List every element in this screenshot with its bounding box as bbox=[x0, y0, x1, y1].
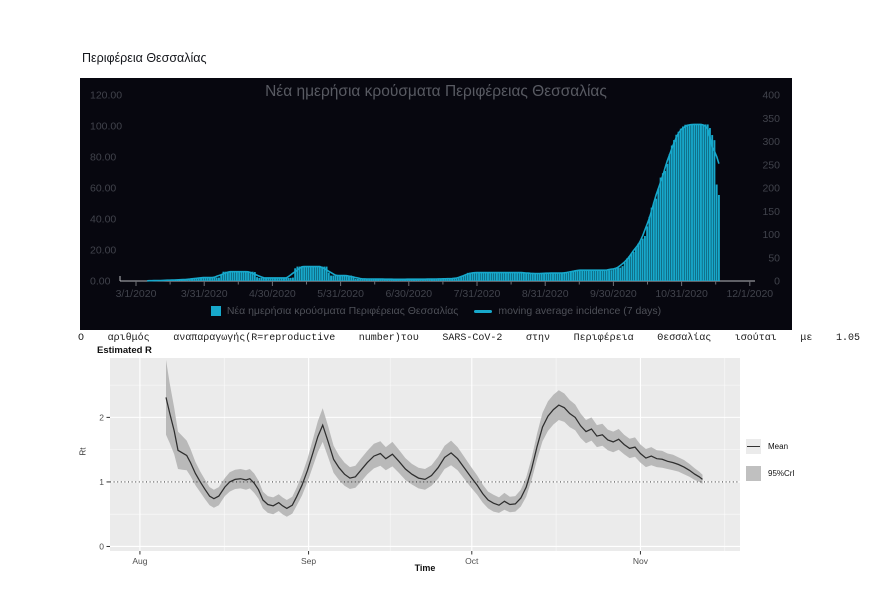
svg-text:100.00: 100.00 bbox=[90, 121, 122, 133]
svg-text:60.00: 60.00 bbox=[90, 183, 116, 195]
svg-text:3/1/2020: 3/1/2020 bbox=[116, 288, 157, 300]
x-axis-label: Time bbox=[414, 563, 436, 573]
svg-text:2: 2 bbox=[99, 412, 104, 422]
svg-text:Aug: Aug bbox=[132, 556, 147, 566]
svg-text:Oct: Oct bbox=[465, 556, 479, 566]
svg-text:1: 1 bbox=[99, 477, 104, 487]
svg-text:20.00: 20.00 bbox=[90, 245, 116, 257]
page-title: Περιφέρεια Θεσσαλίας bbox=[82, 51, 207, 65]
mean-legend-label: Mean bbox=[768, 442, 789, 451]
svg-text:50: 50 bbox=[768, 252, 780, 264]
line-series-swatch-icon bbox=[474, 309, 493, 313]
svg-text:4/30/2020: 4/30/2020 bbox=[249, 288, 296, 300]
svg-text:250: 250 bbox=[762, 159, 780, 171]
svg-text:7/31/2020: 7/31/2020 bbox=[454, 288, 501, 300]
svg-text:6/30/2020: 6/30/2020 bbox=[385, 288, 432, 300]
svg-text:0: 0 bbox=[99, 541, 104, 551]
svg-text:Nov: Nov bbox=[633, 556, 649, 566]
legend-item-mean: Mean bbox=[746, 433, 795, 460]
estimated-r-chart: Aug Sep Oct Nov 0 1 2 Estimated R Rt Time Mean… bbox=[78, 345, 872, 578]
svg-text:12/1/2020: 12/1/2020 bbox=[726, 288, 773, 300]
svg-text:0.00: 0.00 bbox=[90, 276, 111, 288]
y-axis-label: Rt bbox=[78, 447, 88, 456]
svg-text:300: 300 bbox=[762, 136, 780, 148]
svg-text:100: 100 bbox=[762, 229, 780, 241]
svg-text:350: 350 bbox=[762, 113, 780, 125]
incidence-chart-title: Νέα ημερήσια κρούσματα Περιφέρειας Θεσσα… bbox=[265, 83, 607, 100]
svg-text:10/31/2020: 10/31/2020 bbox=[655, 288, 708, 300]
svg-text:120.00: 120.00 bbox=[90, 90, 122, 102]
incidence-chart-canvas: 3/1/2020 3/31/2020 4/30/2020 5/31/2020 6/30/… bbox=[90, 90, 780, 301]
svg-text:0: 0 bbox=[774, 276, 780, 288]
bar-series-label: Νέα ημερήσια κρούσματα Περιφέρειας Θεσσα… bbox=[226, 305, 459, 317]
bar-series-swatch-icon bbox=[210, 306, 221, 316]
svg-text:9/30/2020: 9/30/2020 bbox=[590, 288, 637, 300]
line-series-label: moving average incidence (7 days) bbox=[498, 305, 662, 317]
estimated-r-legend: Mean 95%CrI bbox=[746, 433, 795, 487]
incidence-chart: 3/1/2020 3/31/2020 4/30/2020 5/31/2020 6/30/… bbox=[80, 78, 792, 330]
estimated-r-canvas: Aug Sep Oct Nov 0 1 2 bbox=[99, 358, 740, 566]
ci-legend-label: 95%CrI bbox=[768, 469, 795, 478]
svg-text:40.00: 40.00 bbox=[90, 214, 116, 226]
incidence-chart-legend: Νέα ημερήσια κρούσματα Περιφέρειας Θεσσα… bbox=[80, 305, 792, 317]
ci-ribbon-key-icon bbox=[746, 466, 761, 481]
svg-text:80.00: 80.00 bbox=[90, 152, 116, 164]
svg-text:150: 150 bbox=[762, 206, 780, 218]
svg-text:400: 400 bbox=[762, 90, 780, 102]
svg-text:Sep: Sep bbox=[301, 556, 316, 566]
mean-line-key-icon bbox=[746, 439, 761, 454]
svg-text:3/31/2020: 3/31/2020 bbox=[181, 288, 228, 300]
svg-text:8/31/2020: 8/31/2020 bbox=[522, 288, 569, 300]
legend-item-ci: 95%CrI bbox=[746, 460, 795, 487]
svg-text:5/31/2020: 5/31/2020 bbox=[317, 288, 364, 300]
r-number-text: Ο αριθμός αναπαραγωγής(R=reproductive nu… bbox=[78, 333, 860, 344]
svg-text:200: 200 bbox=[762, 183, 780, 195]
estimated-r-title: Estimated R bbox=[97, 345, 152, 356]
